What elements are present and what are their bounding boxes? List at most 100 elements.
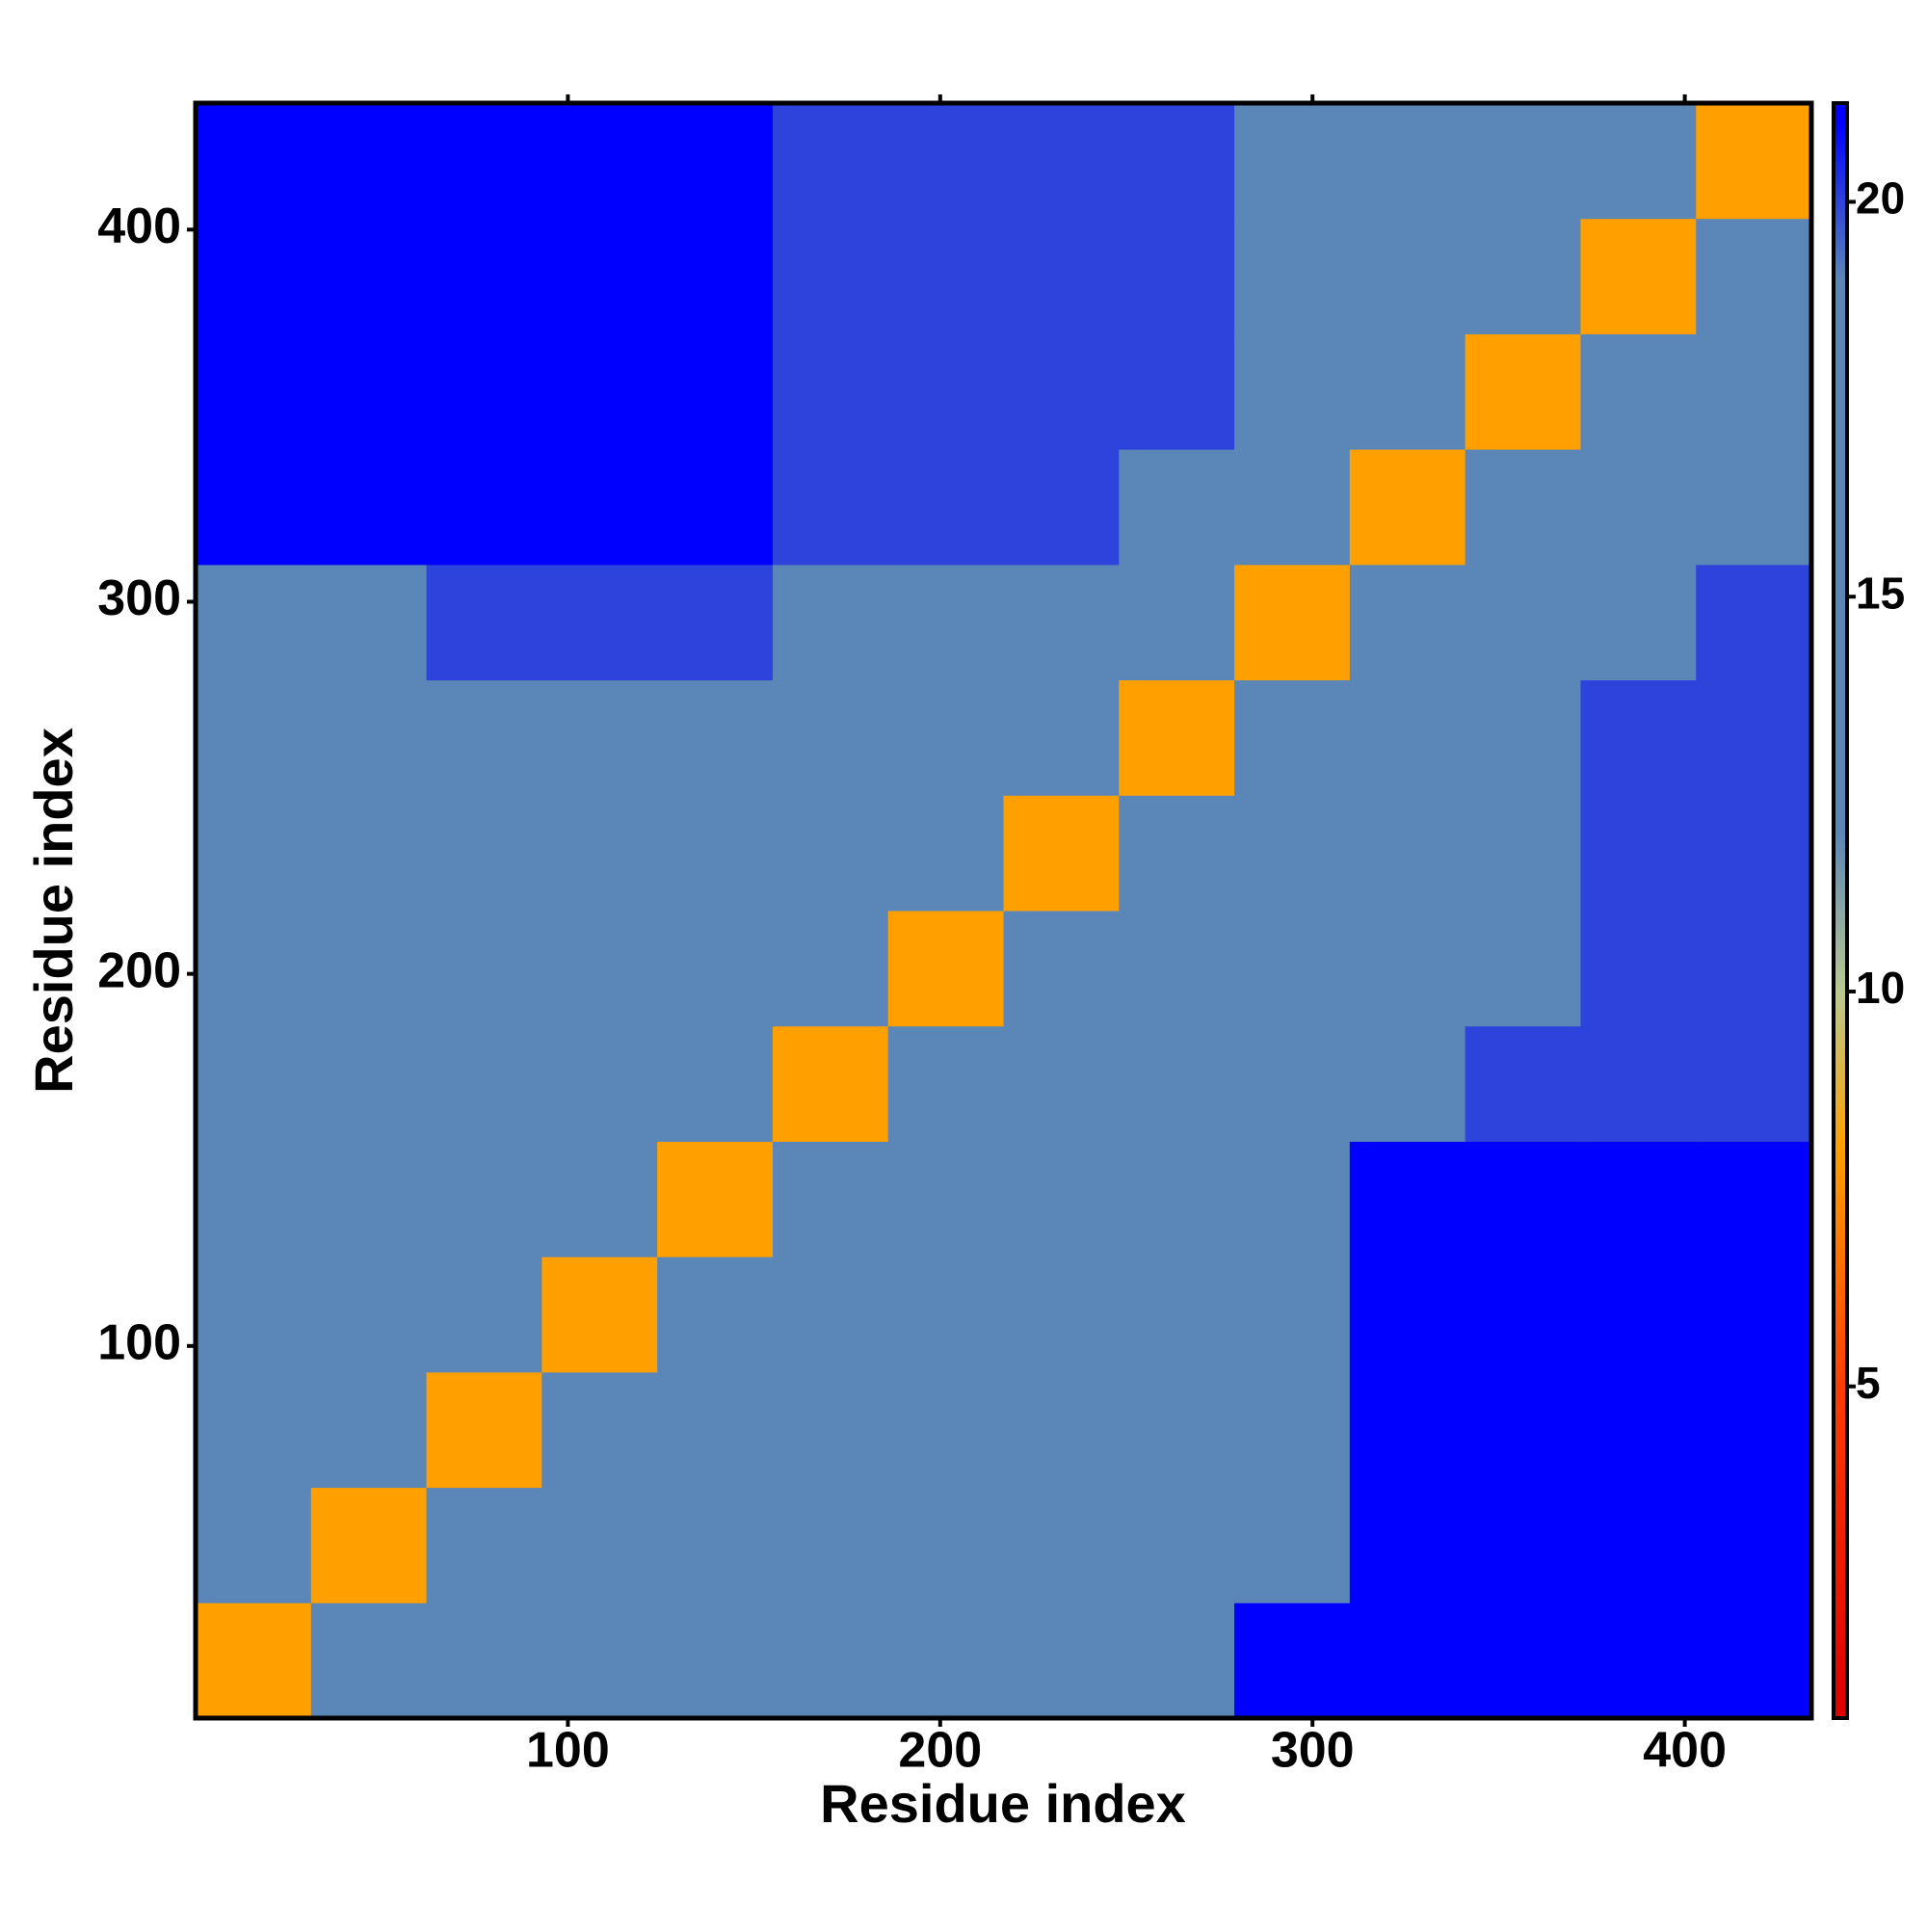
heatmap-cell (1580, 1257, 1697, 1373)
heatmap-cell (1696, 1257, 1812, 1373)
heatmap-cell (1696, 449, 1812, 566)
heatmap-cell (772, 1141, 889, 1257)
heatmap-cell (772, 795, 889, 912)
heatmap-cell (1349, 218, 1466, 334)
heatmap-cell (1349, 564, 1466, 681)
heatmap-cell (310, 1025, 428, 1142)
heatmap-cell (1003, 449, 1120, 566)
heatmap-cell (772, 1487, 889, 1603)
heatmap-cell (196, 1371, 312, 1489)
heatmap-cell (657, 911, 774, 1027)
heatmap-cell (887, 795, 1004, 912)
heatmap-cell (426, 1487, 542, 1603)
heatmap-cell (541, 564, 658, 681)
heatmap-cell (1349, 1025, 1466, 1142)
heatmap-cell (1580, 449, 1697, 566)
heatmap-cell (541, 218, 658, 334)
heatmap-cell (1003, 218, 1120, 334)
heatmap-cell (1696, 795, 1812, 912)
heatmap-cell (1003, 679, 1120, 796)
heatmap-cell (541, 1371, 658, 1489)
heatmap-cell (1119, 795, 1235, 912)
heatmap-cell (1580, 564, 1697, 681)
heatmap-cell (196, 449, 312, 566)
heatmap-cell (887, 1257, 1004, 1373)
heatmap-cell (657, 1602, 774, 1719)
heatmap-cell (887, 911, 1004, 1027)
heatmap-cell (1234, 1602, 1351, 1719)
heatmap-cell (1580, 1602, 1697, 1719)
heatmap-cell (1349, 1487, 1466, 1603)
heatmap-cell (1580, 795, 1697, 912)
heatmap-cell (1119, 1602, 1235, 1719)
heatmap-cell (887, 103, 1004, 220)
heatmap-cell (310, 218, 428, 334)
heatmap-cell (1465, 795, 1581, 912)
heatmap-cell (310, 1257, 428, 1373)
heatmap-cell (1003, 103, 1120, 220)
heatmap-cell (1234, 1371, 1351, 1489)
heatmap-cell (310, 1371, 428, 1489)
heatmap-cell (541, 911, 658, 1027)
heatmap-cell (1003, 1141, 1120, 1257)
heatmap-cell (1234, 564, 1351, 681)
heatmap-cell (310, 679, 428, 796)
heatmap-cell (426, 103, 542, 220)
heatmap-cell (541, 1141, 658, 1257)
heatmap-cell (887, 1487, 1004, 1603)
heatmap-cell (1003, 564, 1120, 681)
heatmap-cells (196, 103, 1812, 1719)
y-tick-label: 300 (97, 570, 181, 626)
heatmap-cell (1696, 1602, 1812, 1719)
heatmap-cell (196, 564, 312, 681)
colorbar-tick-label: 20 (1856, 173, 1905, 224)
heatmap-cell (1349, 1371, 1466, 1489)
heatmap-cell (1580, 679, 1697, 796)
heatmap-cell (1003, 1602, 1120, 1719)
heatmap-cell (1580, 1487, 1697, 1603)
heatmap-cell (772, 218, 889, 334)
heatmap-cell (772, 564, 889, 681)
heatmap-cell (310, 1141, 428, 1257)
heatmap-cell (310, 333, 428, 450)
heatmap-cell (1465, 1487, 1581, 1603)
heatmap-cell (1234, 911, 1351, 1027)
heatmap-cell (310, 103, 428, 220)
heatmap-cell (541, 1487, 658, 1603)
heatmap-cell (1465, 1371, 1581, 1489)
heatmap-cell (772, 103, 889, 220)
heatmap-cell (1349, 679, 1466, 796)
heatmap-cell (426, 1371, 542, 1489)
heatmap-cell (196, 1025, 312, 1142)
y-tick-label: 100 (97, 1315, 181, 1371)
heatmap-cell (1465, 1257, 1581, 1373)
heatmap-cell (657, 679, 774, 796)
heatmap-cell (1349, 795, 1466, 912)
heatmap-cell (1465, 449, 1581, 566)
heatmap-cell (1234, 1487, 1351, 1603)
heatmap-cell (541, 1602, 658, 1719)
heatmap-cell (196, 911, 312, 1027)
heatmap-cell (1234, 103, 1351, 220)
heatmap-cell (1580, 911, 1697, 1027)
heatmap-cell (657, 1141, 774, 1257)
heatmap-cell (1349, 103, 1466, 220)
heatmap-cell (772, 449, 889, 566)
heatmap-cell (196, 218, 312, 334)
heatmap-cell (887, 1602, 1004, 1719)
heatmap-cell (1234, 1025, 1351, 1142)
heatmap-cell (1580, 1371, 1697, 1489)
heatmap-cell (426, 1602, 542, 1719)
heatmap-cell (1119, 1141, 1235, 1257)
heatmap-cell (1119, 1487, 1235, 1603)
heatmap-cell (1234, 679, 1351, 796)
heatmap-cell (426, 1257, 542, 1373)
y-axis-title: Residue index (23, 728, 84, 1094)
heatmap-cell (310, 1602, 428, 1719)
heatmap-cell (657, 564, 774, 681)
heatmap-cell (310, 564, 428, 681)
heatmap-cell (887, 449, 1004, 566)
heatmap-cell (426, 449, 542, 566)
heatmap-cell (1696, 911, 1812, 1027)
heatmap-cell (426, 564, 542, 681)
